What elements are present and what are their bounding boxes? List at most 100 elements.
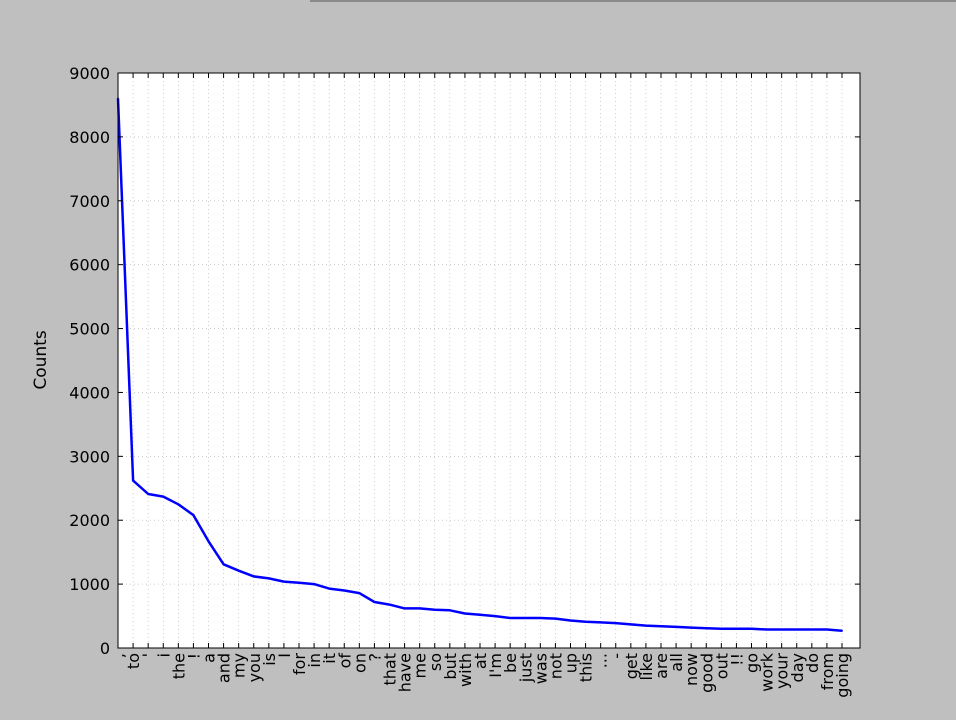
x-tick-label: have [396,653,415,692]
data-point [433,608,436,611]
y-tick-label: 5000 [69,320,110,339]
data-point [524,616,527,619]
x-tick-label: that [381,653,400,686]
x-tick-label: be [501,653,520,673]
window-top-border [310,0,956,2]
data-point [282,580,285,583]
data-point [373,601,376,603]
data-point [539,616,542,619]
data-point [629,623,632,626]
x-tick-label: , [109,653,128,658]
y-tick-label: 4000 [69,383,110,402]
y-tick-label: 7000 [69,192,110,211]
data-point [690,626,693,629]
data-point [207,540,210,543]
x-tick-label: at [471,653,490,669]
x-tick-label: work [758,652,777,691]
data-point [388,603,391,606]
data-point [343,589,346,592]
x-tick-label: is [260,653,279,666]
y-tick-label: 3000 [69,447,110,466]
series-layer [116,97,843,633]
data-point [720,627,723,630]
x-tick-label: up [562,653,581,673]
x-tick-label: do [803,653,822,673]
data-point [765,628,768,631]
data-point [147,493,150,496]
x-tick-label: going [833,653,852,698]
data-point [599,621,602,624]
data-point [162,495,165,498]
x-tick-label: of [335,653,354,669]
x-tick-label: like [637,653,656,680]
x-tick-label: on [350,653,369,673]
data-point [614,622,617,625]
x-tick-label: your [773,653,792,689]
y-tick-label: 2000 [69,511,110,530]
plot-frame [117,72,861,649]
x-tick-label: and [215,653,234,683]
y-tick-label: 8000 [69,128,110,147]
data-point [403,607,406,610]
x-tick-label: a [200,653,219,663]
data-point [222,563,225,566]
x-tick-label: for [290,653,309,675]
x-tick-label: not [546,653,565,679]
x-tick-label: I'm [486,653,505,678]
data-point [841,629,843,632]
data-point [735,627,738,630]
x-tick-label: so [426,653,445,671]
data-point [132,479,135,482]
x-tick-label: was [531,653,550,684]
data-point [479,613,481,616]
data-point [750,627,753,630]
y-tick-label: 0 [100,639,110,658]
data-point [644,624,647,627]
data-point [780,628,783,631]
x-tick-label: me [411,653,430,678]
y-axis: 0 1000 2000 3000 4000 5000 6000 7000 8000 9000 [69,64,860,658]
data-point [177,503,180,506]
data-point [298,581,300,584]
x-tick-label: just [516,653,535,683]
data-point [237,569,240,572]
x-tick-label: this [577,653,596,682]
x-tick-label: my [230,653,249,678]
data-point [494,615,497,618]
x-tick-label: the [169,653,188,679]
y-tick-label: 9000 [69,64,110,83]
data-point [509,616,512,619]
x-tick-label: go [743,653,762,673]
data-point [252,575,255,578]
y-tick-label: 6000 [69,256,110,275]
x-tick-label: - [607,653,626,659]
x-tick-label: good [697,653,716,693]
data-point [448,609,451,612]
y-tick-label: 1000 [69,575,110,594]
x-tick-label: i [154,653,173,657]
data-point [660,625,662,628]
x-tick-label: ! [184,653,203,659]
data-point [569,619,572,622]
data-point [192,514,195,517]
plot-background [118,73,860,648]
x-tick-label: but [441,653,460,680]
data-point [328,587,331,590]
data-point [358,592,361,595]
x-tick-label: all [667,653,686,672]
data-point [313,583,316,586]
x-tick-label: get [622,653,641,679]
x-axis: ,to'ithe!aandmyyouisIforinitofon?thathav… [109,73,852,698]
data-point [267,577,270,580]
data-point [795,628,798,631]
x-tick-label: it [320,653,339,664]
x-tick-label: to [124,653,143,669]
data-point [463,612,466,615]
x-tick-label: ... [592,653,611,668]
data-point [554,617,557,620]
x-tick-label: in [305,653,324,668]
x-tick-label: with [456,653,475,687]
y-axis-label: Counts [31,330,51,389]
x-tick-label: ? [365,653,384,662]
